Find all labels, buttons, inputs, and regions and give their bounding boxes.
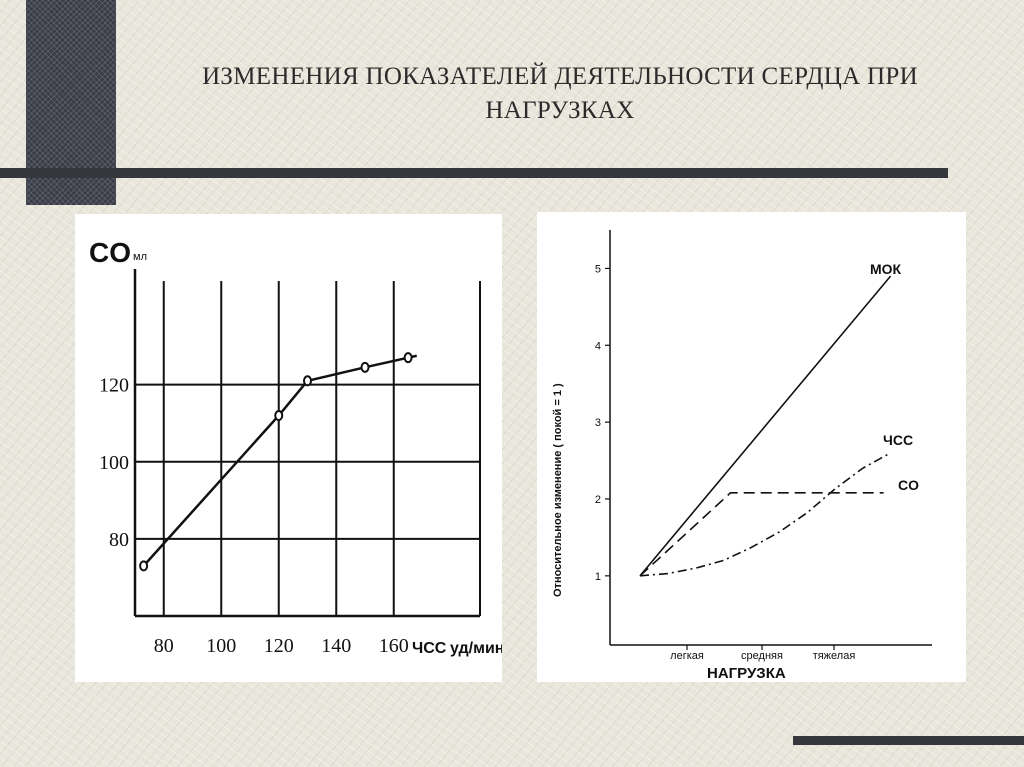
series-line [639,492,884,577]
y-tick-label: 2 [595,494,601,506]
x-tick-label: 100 [206,635,236,657]
chart-co-vs-hr: 80 100 120 140 160 80 100 120 CO мл ЧСС уд/мин [75,214,502,682]
x-tick-labels: 80 100 120 140 160 [154,635,409,657]
y-tick-label: 5 [595,263,601,275]
data-point [139,560,149,572]
axes [605,230,932,650]
x-tick-label: 80 [154,635,174,657]
y-tick-label: 80 [109,529,129,551]
x-axis-label: НАГРУЗКА [707,665,786,682]
x-tick-label: тяжелая [813,650,856,662]
series-label: ЧСС [883,432,913,448]
series [639,275,892,577]
decorative-rule-top [0,168,948,178]
y-tick-label: 1 [595,571,601,583]
series-label: CO [898,477,919,493]
title-line-2: НАГРУЗКАХ [485,97,635,124]
y-tick-label: 4 [595,340,601,352]
data-point [403,352,413,364]
chart-relative-svg: 1 2 3 4 5 легкая средняя тяжелая МОК ЧСС CO Отно… [552,230,932,682]
data-point [303,375,312,387]
x-tick-label: легкая [670,650,704,662]
data-point [360,361,370,373]
chart-relative-change: 1 2 3 4 5 легкая средняя тяжелая МОК ЧСС CO Отно… [537,212,966,682]
series-labels: МОК ЧСС CO [870,261,919,493]
y-tick-label: 120 [99,375,129,397]
series-line [639,452,891,577]
y-tick-label: 3 [595,417,601,429]
y-axis-label: CO [89,237,131,268]
x-tick-labels: легкая средняя тяжелая [670,650,855,662]
x-tick-label: 160 [379,635,409,657]
grid [135,281,481,616]
x-axis-unit: уд/мин [450,640,502,657]
y-axis-label: Относительное изменение ( покой = 1 ) [552,383,564,597]
axes [133,269,480,618]
decorative-rule-bottom [793,736,1024,745]
slide-title: ИЗМЕНЕНИЯ ПОКАЗАТЕЛЕЙ ДЕЯТЕЛЬНОСТИ СЕРДЦ… [120,60,1000,128]
markers [139,352,413,572]
x-tick-label: 140 [321,635,351,657]
data-point [274,410,284,422]
title-line-1: ИЗМЕНЕНИЯ ПОКАЗАТЕЛЕЙ ДЕЯТЕЛЬНОСТИ СЕРДЦ… [202,63,918,90]
series-label: МОК [870,261,902,277]
y-tick-label: 100 [99,452,129,474]
series-line [639,275,892,577]
x-tick-label: средняя [741,650,783,662]
x-axis-label: ЧСС [412,640,447,657]
y-tick-labels: 1 2 3 4 5 [595,263,601,582]
y-axis-unit: мл [133,251,147,263]
chart-co-svg: 80 100 120 140 160 80 100 120 CO мл ЧСС уд/мин [89,237,502,657]
y-tick-labels: 80 100 120 [99,375,129,551]
x-tick-label: 120 [264,635,294,657]
